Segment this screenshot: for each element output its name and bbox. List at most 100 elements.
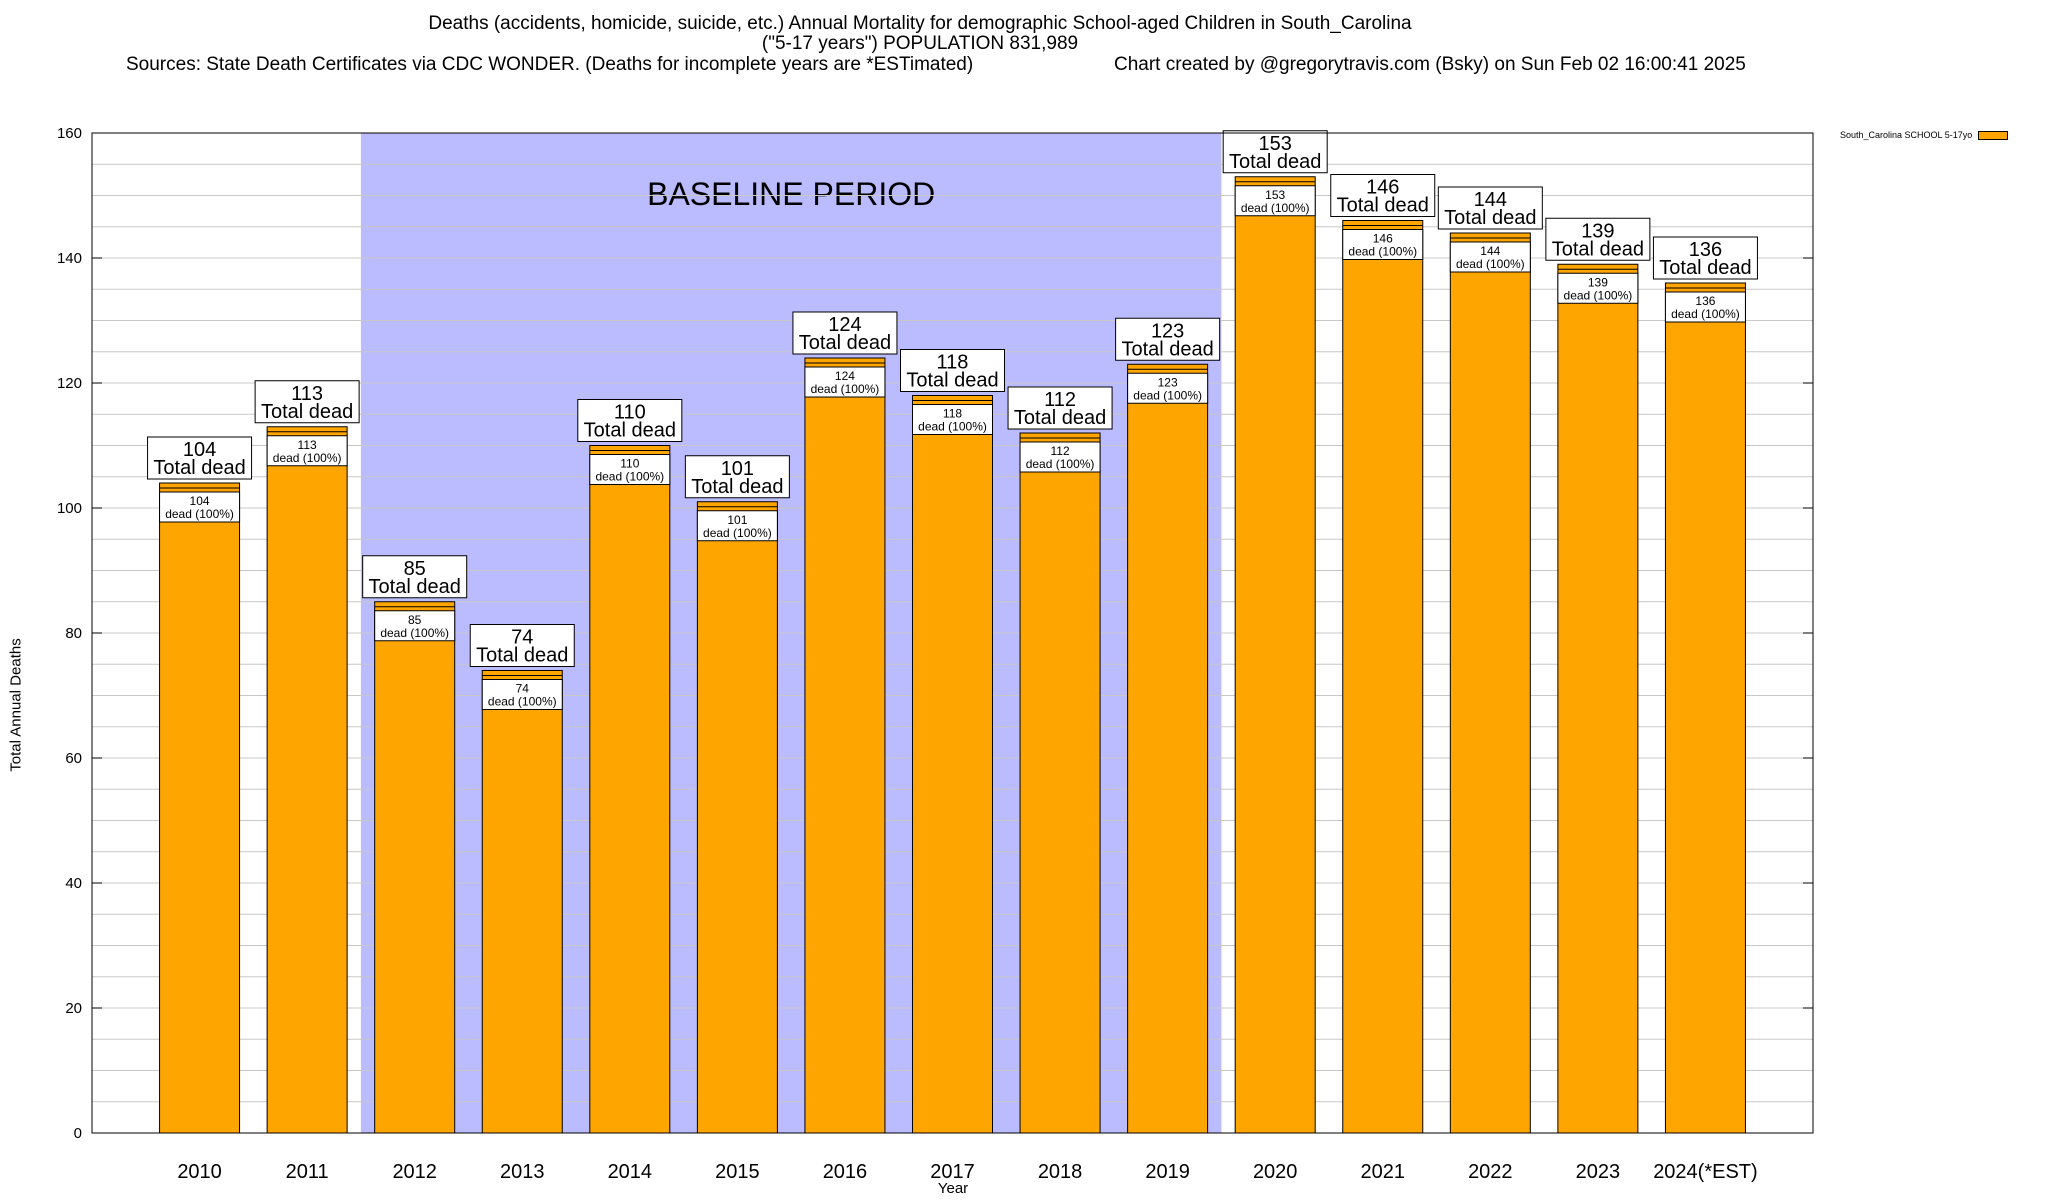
bar-total-label-box: [1115, 317, 1221, 361]
bar-inner-label-box: [374, 610, 456, 642]
bar-inner-label-box: [1127, 372, 1209, 404]
bar-inner-label-box: [266, 435, 348, 467]
bar-total-value: 112: [1044, 389, 1076, 411]
bar-total-label: Total dead: [153, 457, 245, 479]
bar-total-label-box: [577, 399, 683, 442]
bar-total-label-box: [254, 380, 360, 424]
bar: [159, 482, 241, 1134]
bar-inner-percent: dead (100%): [1026, 457, 1095, 471]
bar-inner-percent: dead (100%): [1133, 388, 1202, 402]
bar-inner-percent: dead (100%): [703, 526, 772, 540]
x-tick-label: 2020: [1253, 1161, 1298, 1183]
bar-inner-percent: dead (100%): [488, 695, 557, 709]
bar-inner-percent: dead (100%): [595, 470, 664, 484]
bar-total-value: 153: [1259, 133, 1292, 155]
bar-inner-value: 123: [1158, 375, 1178, 389]
x-tick-label: 2015: [715, 1161, 760, 1183]
x-tick-label: 2011: [286, 1161, 329, 1183]
x-tick-label: 2013: [500, 1161, 545, 1183]
bar-total-label: Total dead: [584, 420, 676, 442]
bar-total-label: Total dead: [1659, 257, 1751, 279]
chart-credit: Chart created by @gregorytravis.com (Bsk…: [1114, 54, 1746, 75]
legend-swatch: [1978, 130, 2009, 140]
bar-inner-label-box: [696, 510, 778, 542]
legend-label: South_Carolina SCHOOL 5-17yo: [1840, 130, 1973, 140]
bar-total-label-box: [1545, 217, 1651, 261]
legend: South_Carolina SCHOOL 5-17yo: [1840, 130, 2009, 140]
bar-total-label: Total dead: [1121, 338, 1213, 360]
bar-inner-percent: dead (100%): [1671, 307, 1740, 321]
bar-inner-value: 139: [1588, 275, 1608, 289]
sources-note: Sources: State Death Certificates via CD…: [126, 54, 974, 75]
chart-subtitle: ("5-17 years") POPULATION 831,989: [761, 33, 1079, 54]
bar-inner-label-box: [912, 404, 993, 435]
bar-total-label-box: [469, 624, 575, 667]
bar-inner-percent: dead (100%): [1564, 288, 1633, 302]
bar-inner-label-box: [159, 491, 241, 523]
bar: [1019, 432, 1101, 1134]
bar-total-value: 123: [1151, 320, 1184, 342]
y-tick-label: 120: [57, 375, 82, 392]
x-tick-label: 2019: [1145, 1161, 1190, 1183]
bar-total-value: 104: [183, 439, 216, 461]
bar-total-value: 101: [721, 458, 754, 480]
bar-total-label: Total dead: [261, 401, 353, 423]
bar-inner-percent: dead (100%): [273, 451, 342, 465]
y-tick-label: 60: [65, 750, 82, 767]
bar-total-label-box: [1437, 186, 1543, 230]
bar-total-label-box: [147, 436, 253, 480]
bar-total-value: 139: [1581, 220, 1614, 242]
y-tick-label: 100: [57, 500, 82, 517]
bar-total-value: 124: [828, 314, 861, 336]
bar-inner-value: 146: [1373, 232, 1393, 246]
x-tick-label: 2018: [1038, 1161, 1083, 1183]
bar: [696, 501, 778, 1134]
x-tick-label: 2017: [930, 1161, 975, 1183]
bar-inner-label-box: [481, 679, 563, 710]
x-tick-label: 2012: [392, 1161, 437, 1183]
bar-inner-label-box: [1019, 441, 1101, 473]
bar: [266, 426, 348, 1134]
bar-total-value: 146: [1366, 177, 1399, 199]
bar: [1342, 220, 1424, 1134]
baseline-label: BASELINE PERIOD: [647, 176, 935, 212]
bar-inner-label-box: [1664, 291, 1746, 323]
bar: [1664, 282, 1746, 1134]
bar-total-label: Total dead: [1014, 407, 1106, 429]
y-tick-label: 20: [65, 1000, 82, 1017]
bar-inner-percent: dead (100%): [165, 507, 234, 521]
bar-total-value: 110: [614, 402, 646, 424]
bar-total-label-box: [684, 455, 790, 499]
y-tick-label: 140: [57, 250, 82, 267]
bar-total-label-box: [1330, 174, 1436, 217]
bar: [1557, 263, 1639, 1134]
bar-inner-value: 112: [1050, 444, 1069, 458]
chart-title: Deaths (accidents, homicide, suicide, et…: [428, 13, 1412, 34]
y-tick-label: 160: [57, 125, 82, 142]
bar-total-label-box: [900, 349, 1005, 392]
bar-inner-percent: dead (100%): [1241, 201, 1310, 215]
x-axis-label: Year: [937, 1180, 969, 1197]
bar: [481, 670, 563, 1134]
x-tick-label: 2023: [1576, 1161, 1621, 1183]
bar-inner-value: 124: [835, 369, 855, 383]
bar-total-value: 85: [404, 558, 426, 580]
x-tick-label: 2021: [1361, 1161, 1406, 1183]
bar-total-label-box: [1007, 386, 1113, 430]
bar-inner-value: 136: [1695, 294, 1715, 308]
bar-total-value: 144: [1474, 189, 1507, 211]
bar-inner-value: 101: [727, 513, 747, 527]
x-tick-label: 2010: [177, 1161, 222, 1183]
bar: [1127, 363, 1209, 1134]
bar: [1234, 176, 1316, 1134]
bar-total-label-box: [1222, 130, 1328, 174]
bar-total-label: Total dead: [1229, 151, 1321, 173]
bar-inner-value: 118: [943, 407, 962, 421]
bar-inner-percent: dead (100%): [918, 420, 987, 434]
bar-inner-label-box: [804, 366, 886, 398]
bar: [589, 445, 671, 1134]
bar-total-label: Total dead: [1552, 238, 1644, 260]
bar-total-label: Total dead: [1337, 195, 1429, 217]
bar-inner-label-box: [1234, 185, 1316, 217]
